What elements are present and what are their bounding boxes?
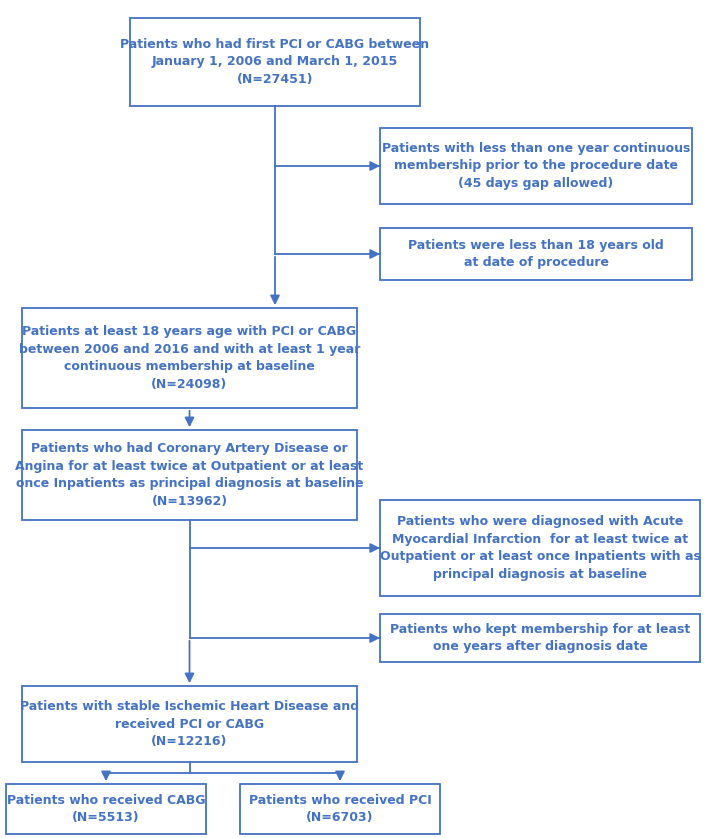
Text: Patients with less than one year continuous
membership prior to the procedure da: Patients with less than one year continu… <box>382 142 690 190</box>
Bar <box>130 18 420 106</box>
Bar <box>380 128 692 204</box>
Bar <box>380 228 692 280</box>
Text: Patients were less than 18 years old
at date of procedure: Patients were less than 18 years old at … <box>408 239 664 269</box>
Bar <box>22 308 357 408</box>
Bar <box>6 784 206 834</box>
Bar <box>22 430 357 520</box>
Text: Patients who received CABG
(N=5513): Patients who received CABG (N=5513) <box>6 794 205 825</box>
Text: Patients who were diagnosed with Acute
Myocardial Infarction  for at least twice: Patients who were diagnosed with Acute M… <box>379 515 701 581</box>
Bar <box>380 500 700 596</box>
Bar <box>240 784 440 834</box>
Text: Patients who received PCI
(N=6703): Patients who received PCI (N=6703) <box>248 794 431 825</box>
Text: Patients who had first PCI or CABG between
January 1, 2006 and March 1, 2015
(N=: Patients who had first PCI or CABG betwe… <box>120 38 429 86</box>
Text: Patients at least 18 years age with PCI or CABG
between 2006 and 2016 and with a: Patients at least 18 years age with PCI … <box>19 325 360 391</box>
Bar <box>380 614 700 662</box>
Text: Patients with stable Ischemic Heart Disease and
received PCI or CABG
(N=12216): Patients with stable Ischemic Heart Dise… <box>20 700 359 748</box>
Bar <box>22 686 357 762</box>
Text: Patients who kept membership for at least
one years after diagnosis date: Patients who kept membership for at leas… <box>390 623 690 654</box>
Text: Patients who had Coronary Artery Disease or
Angina for at least twice at Outpati: Patients who had Coronary Artery Disease… <box>16 442 364 508</box>
